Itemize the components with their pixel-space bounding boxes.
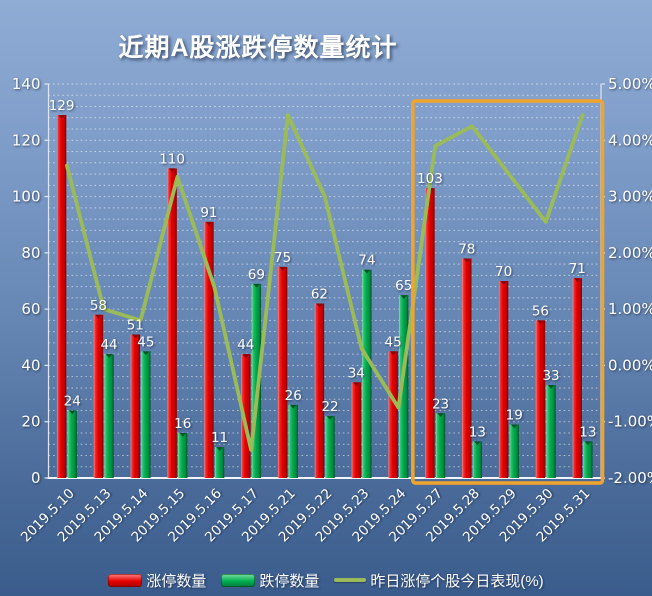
svg-text:44: 44 <box>237 337 254 353</box>
legend-item-limit-up: 涨停数量 <box>108 570 206 591</box>
svg-text:13: 13 <box>579 424 596 440</box>
svg-text:58: 58 <box>90 298 107 314</box>
svg-text:-2.00%: -2.00% <box>608 469 652 487</box>
svg-text:45: 45 <box>137 334 154 350</box>
svg-text:3.00%: 3.00% <box>608 188 652 206</box>
svg-text:24: 24 <box>64 393 81 409</box>
svg-text:4.00%: 4.00% <box>608 131 652 149</box>
svg-text:65: 65 <box>395 278 412 294</box>
svg-text:100: 100 <box>12 188 41 206</box>
svg-text:0.00%: 0.00% <box>608 356 652 374</box>
svg-text:2.00%: 2.00% <box>608 244 652 262</box>
bar-value-labels: 129 58 51 110 91 44 75 62 34 45 103 78 70 56 71 24 44 45 1… <box>49 98 597 446</box>
svg-text:45: 45 <box>385 334 402 350</box>
svg-text:74: 74 <box>358 253 375 269</box>
svg-text:23: 23 <box>432 396 449 412</box>
svg-text:34: 34 <box>348 365 365 381</box>
svg-text:91: 91 <box>200 205 217 221</box>
down-bars <box>67 269 593 478</box>
svg-text:140: 140 <box>12 75 41 93</box>
svg-text:71: 71 <box>569 261 586 277</box>
legend: 涨停数量 跌停数量 昨日涨停个股今日表现(%) <box>0 568 652 592</box>
right-axis-labels: 5.00% 4.00% 3.00% 2.00% 1.00% 0.00% -1.00% -2.0… <box>608 75 652 487</box>
highlight-box <box>411 99 605 485</box>
svg-text:70: 70 <box>495 264 512 280</box>
svg-text:110: 110 <box>159 151 185 167</box>
svg-text:22: 22 <box>321 399 338 415</box>
chart-title: 近期A股涨跌停数量统计 <box>118 34 398 62</box>
svg-text:0: 0 <box>31 469 41 487</box>
svg-text:44: 44 <box>100 337 117 353</box>
svg-text:20: 20 <box>21 413 40 431</box>
up-bar-swatch-icon <box>108 573 143 587</box>
legend-up-label: 涨停数量 <box>146 572 207 590</box>
svg-text:75: 75 <box>274 250 291 266</box>
performance-line <box>65 113 585 452</box>
x-axis-labels: 2019.5.102019.5.132019.5.142019.5.152019… <box>18 486 594 546</box>
svg-text:51: 51 <box>127 317 144 333</box>
svg-text:40: 40 <box>21 356 40 374</box>
down-bar-swatch-icon <box>221 573 256 587</box>
svg-text:19: 19 <box>506 408 523 424</box>
svg-text:13: 13 <box>469 424 486 440</box>
svg-text:1.00%: 1.00% <box>608 300 652 318</box>
svg-text:120: 120 <box>12 131 41 149</box>
svg-text:78: 78 <box>458 241 475 257</box>
line-swatch-icon <box>334 578 367 582</box>
svg-text:11: 11 <box>211 430 228 446</box>
svg-text:33: 33 <box>542 368 559 384</box>
svg-text:-1.00%: -1.00% <box>608 413 652 431</box>
svg-text:5.00%: 5.00% <box>608 75 652 93</box>
svg-text:69: 69 <box>248 267 265 283</box>
gridlines <box>48 83 601 468</box>
svg-text:129: 129 <box>49 98 75 114</box>
up-bars <box>56 114 582 478</box>
svg-text:62: 62 <box>311 287 328 303</box>
legend-down-label: 跌停数量 <box>259 572 320 590</box>
svg-text:103: 103 <box>417 171 443 187</box>
svg-text:60: 60 <box>21 300 40 318</box>
svg-text:16: 16 <box>174 416 191 432</box>
svg-text:80: 80 <box>21 244 40 262</box>
legend-item-limit-down: 跌停数量 <box>221 570 319 591</box>
left-axis-labels: 140 120 100 80 60 40 20 0 <box>12 75 41 487</box>
legend-item-performance-line: 昨日涨停个股今日表现(%) <box>334 570 544 591</box>
svg-text:56: 56 <box>532 303 549 319</box>
legend-line-label: 昨日涨停个股今日表现(%) <box>370 572 544 590</box>
svg-text:26: 26 <box>285 388 302 404</box>
